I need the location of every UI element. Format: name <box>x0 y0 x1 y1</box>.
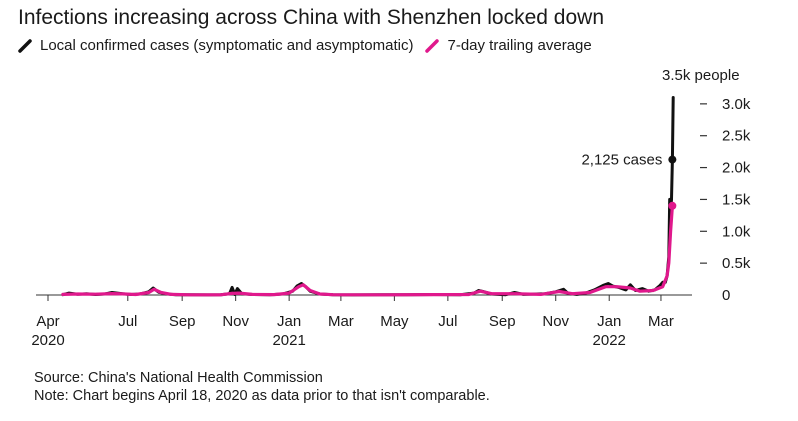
y-tick-label: 2.0k <box>722 160 751 177</box>
annotated-point-marker <box>668 155 677 164</box>
x-tick-label: Jul <box>118 313 137 330</box>
x-tick-label: Mar <box>328 313 354 330</box>
y-unit-label: 3.5k people <box>662 67 740 84</box>
chart-legend: Local confirmed cases (symptomatic and a… <box>18 37 604 54</box>
x-tick-label: Sep <box>489 313 516 330</box>
legend-label-average: 7-day trailing average <box>447 37 592 54</box>
average-series-line <box>61 204 674 297</box>
pink-line-swatch-icon <box>425 38 440 53</box>
black-line-swatch-icon <box>18 38 32 53</box>
x-tick-label: Apr <box>36 313 59 330</box>
data-note: Note: Chart begins April 18, 2020 as dat… <box>34 388 490 404</box>
y-tick-label: 1.0k <box>722 223 751 240</box>
x-tick-label: May <box>380 313 409 330</box>
x-year-label: 2020 <box>31 332 64 349</box>
legend-label-cases: Local confirmed cases (symptomatic and a… <box>40 37 414 54</box>
average-endpoint-marker <box>668 201 677 210</box>
x-year-label: 2022 <box>593 332 626 349</box>
chart-footnotes: Source: China's National Health Commissi… <box>34 369 490 405</box>
x-year-label: 2021 <box>272 332 305 349</box>
source-note: Source: China's National Health Commissi… <box>34 370 323 386</box>
x-tick-label: Jan <box>277 313 301 330</box>
x-tick-label: Jul <box>438 313 457 330</box>
legend-item-average: 7-day trailing average <box>425 37 592 54</box>
x-tick-label: Nov <box>542 313 569 330</box>
x-tick-label: Nov <box>222 313 249 330</box>
y-tick-label: 2.5k <box>722 128 751 145</box>
annotation-label: 2,125 cases <box>581 152 662 169</box>
chart-title: Infections increasing across China with … <box>18 6 605 29</box>
x-tick-label: Sep <box>169 313 196 330</box>
y-tick-label: 0 <box>722 287 730 304</box>
x-tick-label: Jan <box>597 313 621 330</box>
x-tick-label: Mar <box>648 313 674 330</box>
y-tick-label: 0.5k <box>722 255 751 272</box>
cases-series-line <box>61 96 675 297</box>
y-tick-label: 1.5k <box>722 191 751 208</box>
legend-item-cases: Local confirmed cases (symptomatic and a… <box>18 37 413 54</box>
y-tick-label: 3.0k <box>722 96 751 113</box>
